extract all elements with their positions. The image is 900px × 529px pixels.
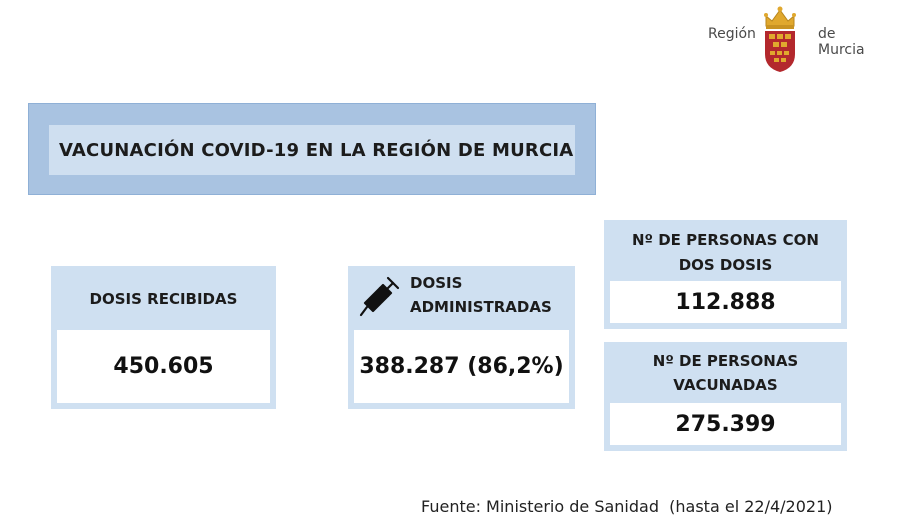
card-vaccinated: Nº DE PERSONAS VACUNADAS 275.399 (604, 342, 847, 451)
card-label-line1: Nº DE PERSONAS (652, 352, 799, 370)
logo-text-left: Región (708, 26, 756, 42)
title-inner-box: VACUNACIÓN COVID-19 EN LA REGIÓN DE MURC… (49, 125, 575, 175)
title-banner: VACUNACIÓN COVID-19 EN LA REGIÓN DE MURC… (28, 103, 596, 195)
card-doses-administered: DOSIS ADMINISTRADAS 388.287 (86,2%) (348, 266, 575, 409)
card-doses-received: DOSIS RECIBIDAS 450.605 (51, 266, 276, 409)
syringe-icon (359, 276, 400, 317)
card-value-doses-administered: 388.287 (86,2%) (359, 354, 564, 379)
card-two-doses: Nº DE PERSONAS CON DOS DOSIS 112.888 (604, 220, 847, 329)
logo-text-right: de Murcia (818, 26, 865, 58)
card-label-line2: DOS DOSIS (678, 256, 773, 274)
coat-of-arms-icon (764, 6, 796, 72)
source-footer: Fuente: Ministerio de Sanidad (hasta el … (421, 497, 833, 516)
card-label-line2: ADMINISTRADAS (410, 298, 552, 316)
card-value-box: 112.888 (610, 281, 841, 323)
card-label: DOSIS RECIBIDAS (89, 290, 238, 308)
region-murcia-logo: Región de Murcia (706, 4, 878, 74)
card-value-doses-received: 450.605 (113, 354, 214, 379)
card-label-line1: Nº DE PERSONAS CON (631, 231, 819, 249)
card-value-box: 275.399 (610, 403, 841, 445)
card-value-two-doses: 112.888 (675, 289, 776, 315)
card-label-line2: VACUNADAS (673, 376, 778, 394)
card-label-line1: DOSIS (410, 274, 463, 292)
card-value-box: 450.605 (57, 330, 270, 403)
page-title: VACUNACIÓN COVID-19 EN LA REGIÓN DE MURC… (59, 139, 574, 161)
card-value-box: 388.287 (86,2%) (354, 330, 569, 403)
card-value-vaccinated: 275.399 (675, 411, 776, 437)
